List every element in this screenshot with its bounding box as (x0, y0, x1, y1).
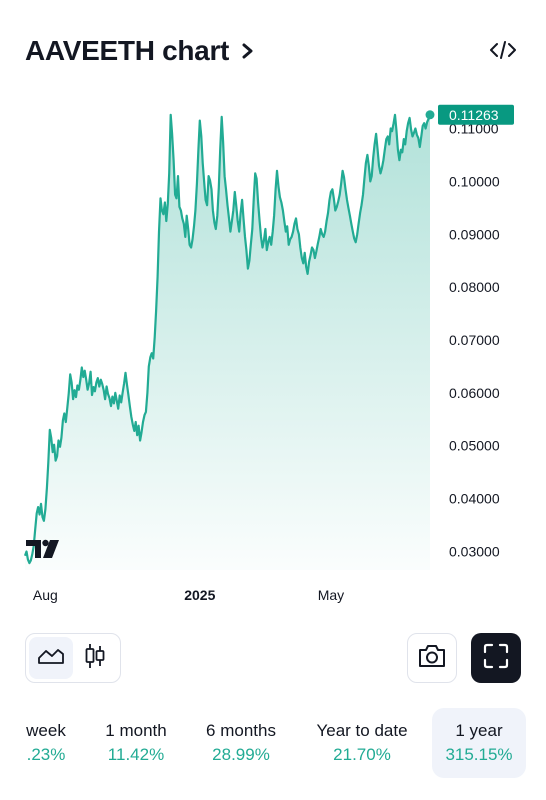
embed-code-button[interactable] (485, 34, 521, 70)
chart-type-group (25, 633, 121, 683)
last-price-label: 0.11263 (449, 107, 499, 123)
period-1-month[interactable]: 1 month 11.42% (88, 708, 184, 778)
chevron-right-icon (241, 35, 255, 67)
fullscreen-icon (483, 643, 509, 674)
period-label: Year to date (316, 721, 408, 740)
period-label: 6 months (206, 721, 276, 740)
area-chart-icon (37, 645, 65, 672)
y-tick-label: 0.07000 (449, 332, 500, 348)
period-change: 21.70% (333, 745, 391, 764)
period-label: 1 year (455, 721, 503, 740)
period-change: 11.42% (107, 745, 165, 764)
y-tick-label: 0.08000 (449, 279, 500, 295)
period-change: .23% (26, 745, 66, 764)
tradingview-logo[interactable] (26, 539, 59, 558)
page-title: AAVEETH chart (25, 35, 230, 66)
y-tick-label: 0.05000 (449, 438, 500, 454)
last-price-tag-bg (438, 104, 514, 125)
period-6-months[interactable]: 6 months 28.99% (191, 708, 291, 778)
period-label: 1 month (105, 721, 167, 740)
y-tick-label: 0.06000 (449, 385, 500, 401)
chart-toolbar (25, 633, 521, 685)
last-price-dot (425, 110, 435, 120)
y-tick-label: 0.09000 (449, 226, 500, 242)
last-price-tag: 0.11263 (438, 104, 514, 125)
y-tick-label: 0.03000 (449, 543, 500, 559)
candlestick-icon (83, 642, 107, 675)
candlestick-chart-button[interactable] (73, 637, 117, 679)
period-change: 28.99% (212, 745, 270, 764)
chart-header: AAVEETH chart (25, 32, 521, 72)
y-tick-label: 0.04000 (449, 491, 500, 507)
period-change: 315.15% (445, 745, 513, 764)
y-tick-label: 0.10000 (449, 173, 500, 189)
period-1-year[interactable]: 1 year 315.15% (432, 708, 526, 778)
price-area-fill (25, 114, 430, 571)
chart-title-link[interactable]: AAVEETH chart (25, 35, 255, 67)
period-label: week (26, 721, 66, 740)
x-tick-label: May (318, 587, 344, 603)
x-tick-label: Aug (33, 587, 58, 603)
x-axis: Aug 2025 May (33, 587, 344, 603)
period-week[interactable]: week .23% (0, 708, 72, 778)
camera-icon (417, 643, 447, 674)
x-tick-label: 2025 (184, 587, 215, 603)
fullscreen-button[interactable] (471, 633, 521, 683)
period-selector: week .23% 1 month 11.42% 6 months 28.99%… (0, 708, 546, 778)
y-axis: 0.03000 0.04000 0.05000 0.06000 0.07000 0.080… (449, 121, 500, 560)
price-line (23, 113, 432, 565)
period-year-to-date[interactable]: Year to date 21.70% (305, 708, 419, 778)
code-icon (489, 38, 517, 67)
price-chart[interactable]: 0.03000 0.04000 0.05000 0.06000 0.07000 0.080… (0, 90, 546, 620)
snapshot-button[interactable] (407, 633, 457, 683)
area-chart-button[interactable] (29, 637, 73, 679)
